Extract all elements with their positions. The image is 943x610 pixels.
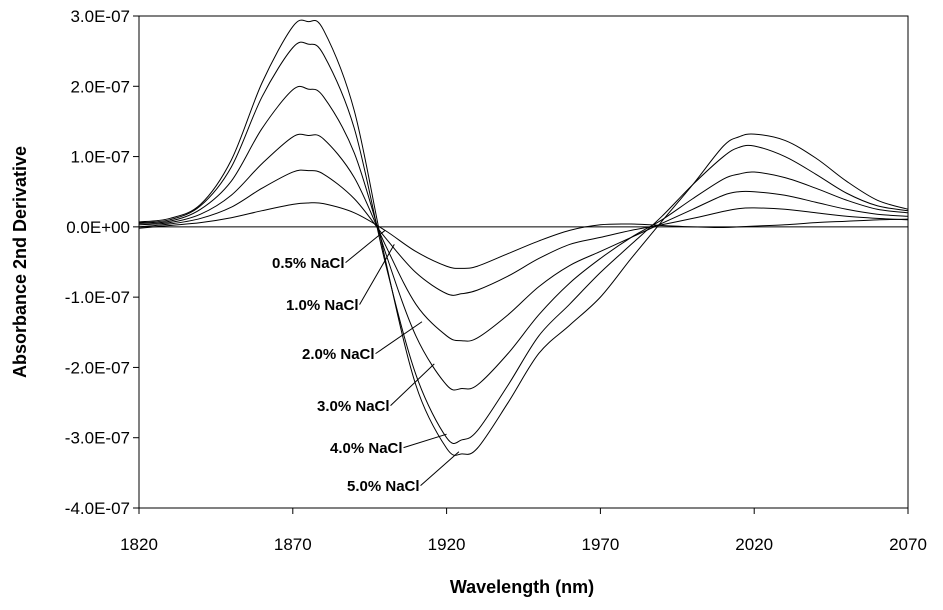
x-ticks: 1820 1870 1920 1970 2020 2070 [120, 508, 927, 554]
y-tick-label: -4.0E-07 [65, 499, 130, 518]
annotation-leader-line [375, 321, 423, 355]
y-tick-label: 3.0E-07 [70, 7, 130, 26]
x-tick-label: 2070 [889, 535, 927, 554]
annotation-leader-line [420, 451, 460, 487]
annotation-label: 1.0% NaCl [286, 297, 359, 314]
plot-frame [138, 15, 909, 509]
x-tick-label: 2020 [735, 535, 773, 554]
annotation-label: 4.0% NaCl [330, 440, 403, 457]
annotation-label: 3.0% NaCl [317, 398, 390, 415]
annotation-leader-line [390, 363, 435, 407]
y-tick-label: -1.0E-07 [65, 288, 130, 307]
x-tick-label: 1920 [428, 535, 466, 554]
x-tick-label: 1970 [581, 535, 619, 554]
series-line-3 [138, 133, 909, 342]
x-axis-title: Wavelength (nm) [450, 577, 594, 597]
series-line-1 [138, 202, 909, 269]
annotation-label: 2.0% NaCl [302, 346, 375, 363]
series-group [138, 19, 909, 456]
y-tick-label: 1.0E-07 [70, 148, 130, 167]
y-tick-label: -2.0E-07 [65, 358, 130, 377]
x-tick-label: 1820 [120, 535, 158, 554]
y-tick-label: 0.0E+00 [66, 218, 130, 237]
annotation-leader-line [359, 244, 395, 305]
annotation-leader-line [403, 433, 447, 449]
series-line-2 [138, 169, 909, 296]
y-axis-title: Absorbance 2nd Derivative [10, 146, 30, 378]
annotation-leader-line [345, 229, 386, 264]
series-line-4 [138, 85, 909, 391]
y-ticks: 3.0E-07 2.0E-07 1.0E-07 0.0E+00 -1.0E-07 -2.0… [65, 7, 139, 518]
series-line-5 [138, 41, 909, 444]
y-tick-label: 2.0E-07 [70, 77, 130, 96]
plot-area: 3.0E-07 2.0E-07 1.0E-07 0.0E+00 -1.0E-07 -2.0… [65, 7, 927, 554]
annotation-group: 0.5% NaCl 1.0% NaCl 2.0% NaCl 3.0% NaCl 4.0%… [272, 229, 460, 495]
series-line-6 [138, 19, 909, 456]
annotation-label: 0.5% NaCl [272, 255, 345, 272]
y-tick-label: -3.0E-07 [65, 429, 130, 448]
x-tick-label: 1870 [274, 535, 312, 554]
annotation-label: 5.0% NaCl [347, 478, 420, 495]
